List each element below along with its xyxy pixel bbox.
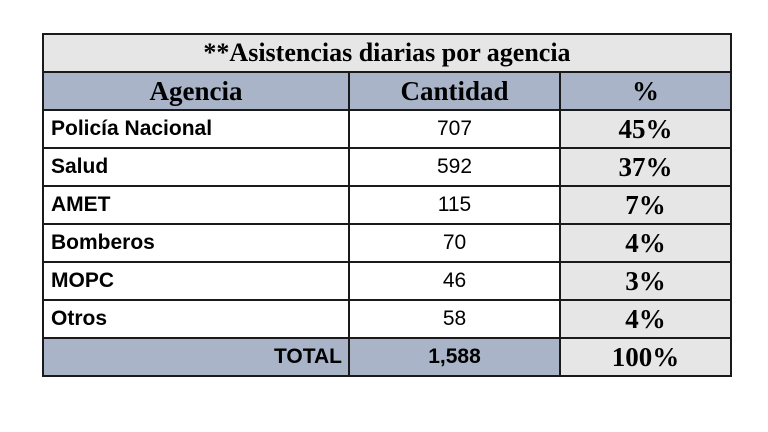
- agency-count: 592: [348, 147, 561, 187]
- agency-count: 70: [348, 223, 561, 263]
- agency-count: 46: [348, 261, 561, 301]
- agency-count: 115: [348, 185, 561, 225]
- agency-count: 58: [348, 299, 561, 339]
- table-row: Otros 58 4%: [42, 299, 732, 339]
- total-percent: 100%: [559, 337, 732, 377]
- agency-percent: 4%: [559, 223, 732, 263]
- table-row: AMET 115 7%: [42, 185, 732, 225]
- agency-name: Otros: [42, 299, 350, 339]
- agency-percent: 3%: [559, 261, 732, 301]
- agency-name: Salud: [42, 147, 350, 187]
- table-row: Policía Nacional 707 45%: [42, 109, 732, 149]
- table-header-row: Agencia Cantidad %: [42, 71, 732, 111]
- agency-percent: 37%: [559, 147, 732, 187]
- table-row: Bomberos 70 4%: [42, 223, 732, 263]
- agency-percent: 7%: [559, 185, 732, 225]
- total-label: TOTAL: [42, 337, 350, 377]
- header-percent: %: [559, 71, 732, 111]
- table-title-row: **Asistencias diarias por agencia: [42, 33, 732, 73]
- agency-count: 707: [348, 109, 561, 149]
- agency-name: Policía Nacional: [42, 109, 350, 149]
- table-title: **Asistencias diarias por agencia: [42, 33, 732, 73]
- agency-name: Bomberos: [42, 223, 350, 263]
- table-row: Salud 592 37%: [42, 147, 732, 187]
- agency-assistance-table: **Asistencias diarias por agencia Agenci…: [42, 33, 732, 377]
- agency-name: AMET: [42, 185, 350, 225]
- total-count: 1,588: [348, 337, 561, 377]
- table-total-row: TOTAL 1,588 100%: [42, 337, 732, 377]
- header-cantidad: Cantidad: [348, 71, 561, 111]
- table-row: MOPC 46 3%: [42, 261, 732, 301]
- agency-percent: 4%: [559, 299, 732, 339]
- agency-percent: 45%: [559, 109, 732, 149]
- agency-name: MOPC: [42, 261, 350, 301]
- header-agencia: Agencia: [42, 71, 350, 111]
